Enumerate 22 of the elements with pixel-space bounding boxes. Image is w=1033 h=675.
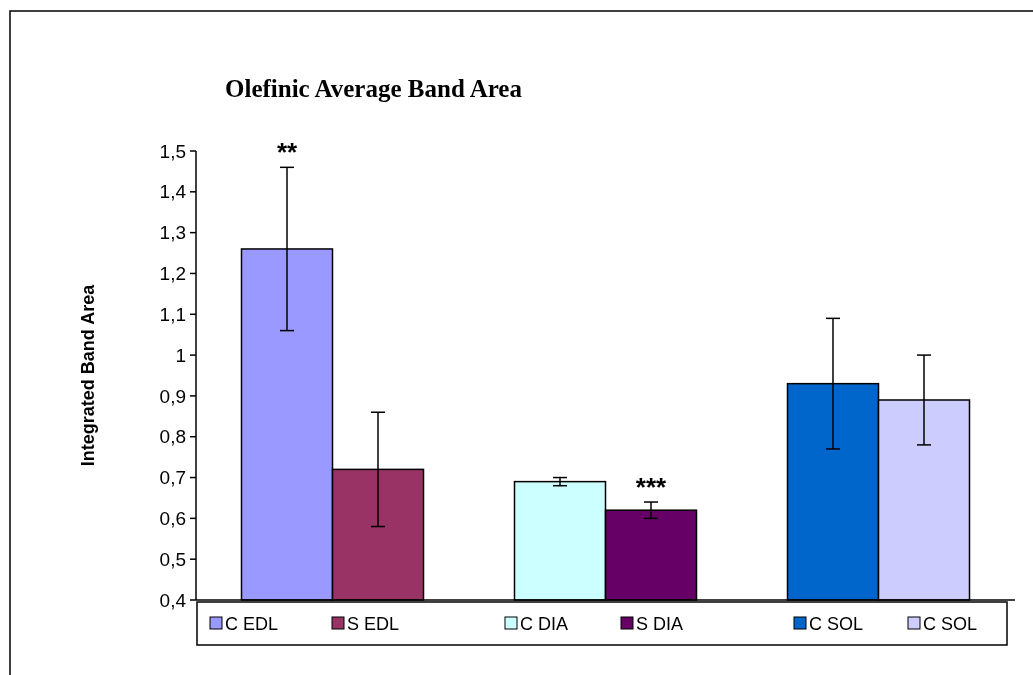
legend-label: C SOL (809, 614, 864, 634)
legend-label: S EDL (347, 614, 400, 634)
y-tick-label: 1,2 (159, 263, 186, 285)
y-tick-label: 0,7 (159, 467, 186, 489)
y-tick-label: 1,1 (159, 303, 186, 325)
y-tick-label: 0,4 (159, 589, 187, 611)
legend-label: C SOL (923, 614, 978, 634)
y-tick-label: 0,5 (159, 548, 186, 570)
legend-label: C DIA (520, 614, 569, 634)
y-axis-title: Integrated Band Area (78, 283, 98, 467)
data-label: *** (635, 472, 668, 503)
y-tick-label: 1,3 (159, 222, 186, 244)
y-tick-label: 0,8 (159, 426, 186, 448)
y-tick-label: 1 (175, 344, 186, 366)
legend-label: S DIA (636, 614, 684, 634)
y-tick-label: 1,5 (159, 140, 186, 162)
data-label: ** (276, 137, 298, 168)
legend-label: C EDL (225, 614, 279, 634)
y-tick-label: 1,4 (159, 181, 187, 203)
chart-title: Olefinic Average Band Area (225, 75, 523, 102)
y-tick-label: 0,9 (159, 385, 186, 407)
y-tick-label: 0,6 (159, 508, 186, 530)
